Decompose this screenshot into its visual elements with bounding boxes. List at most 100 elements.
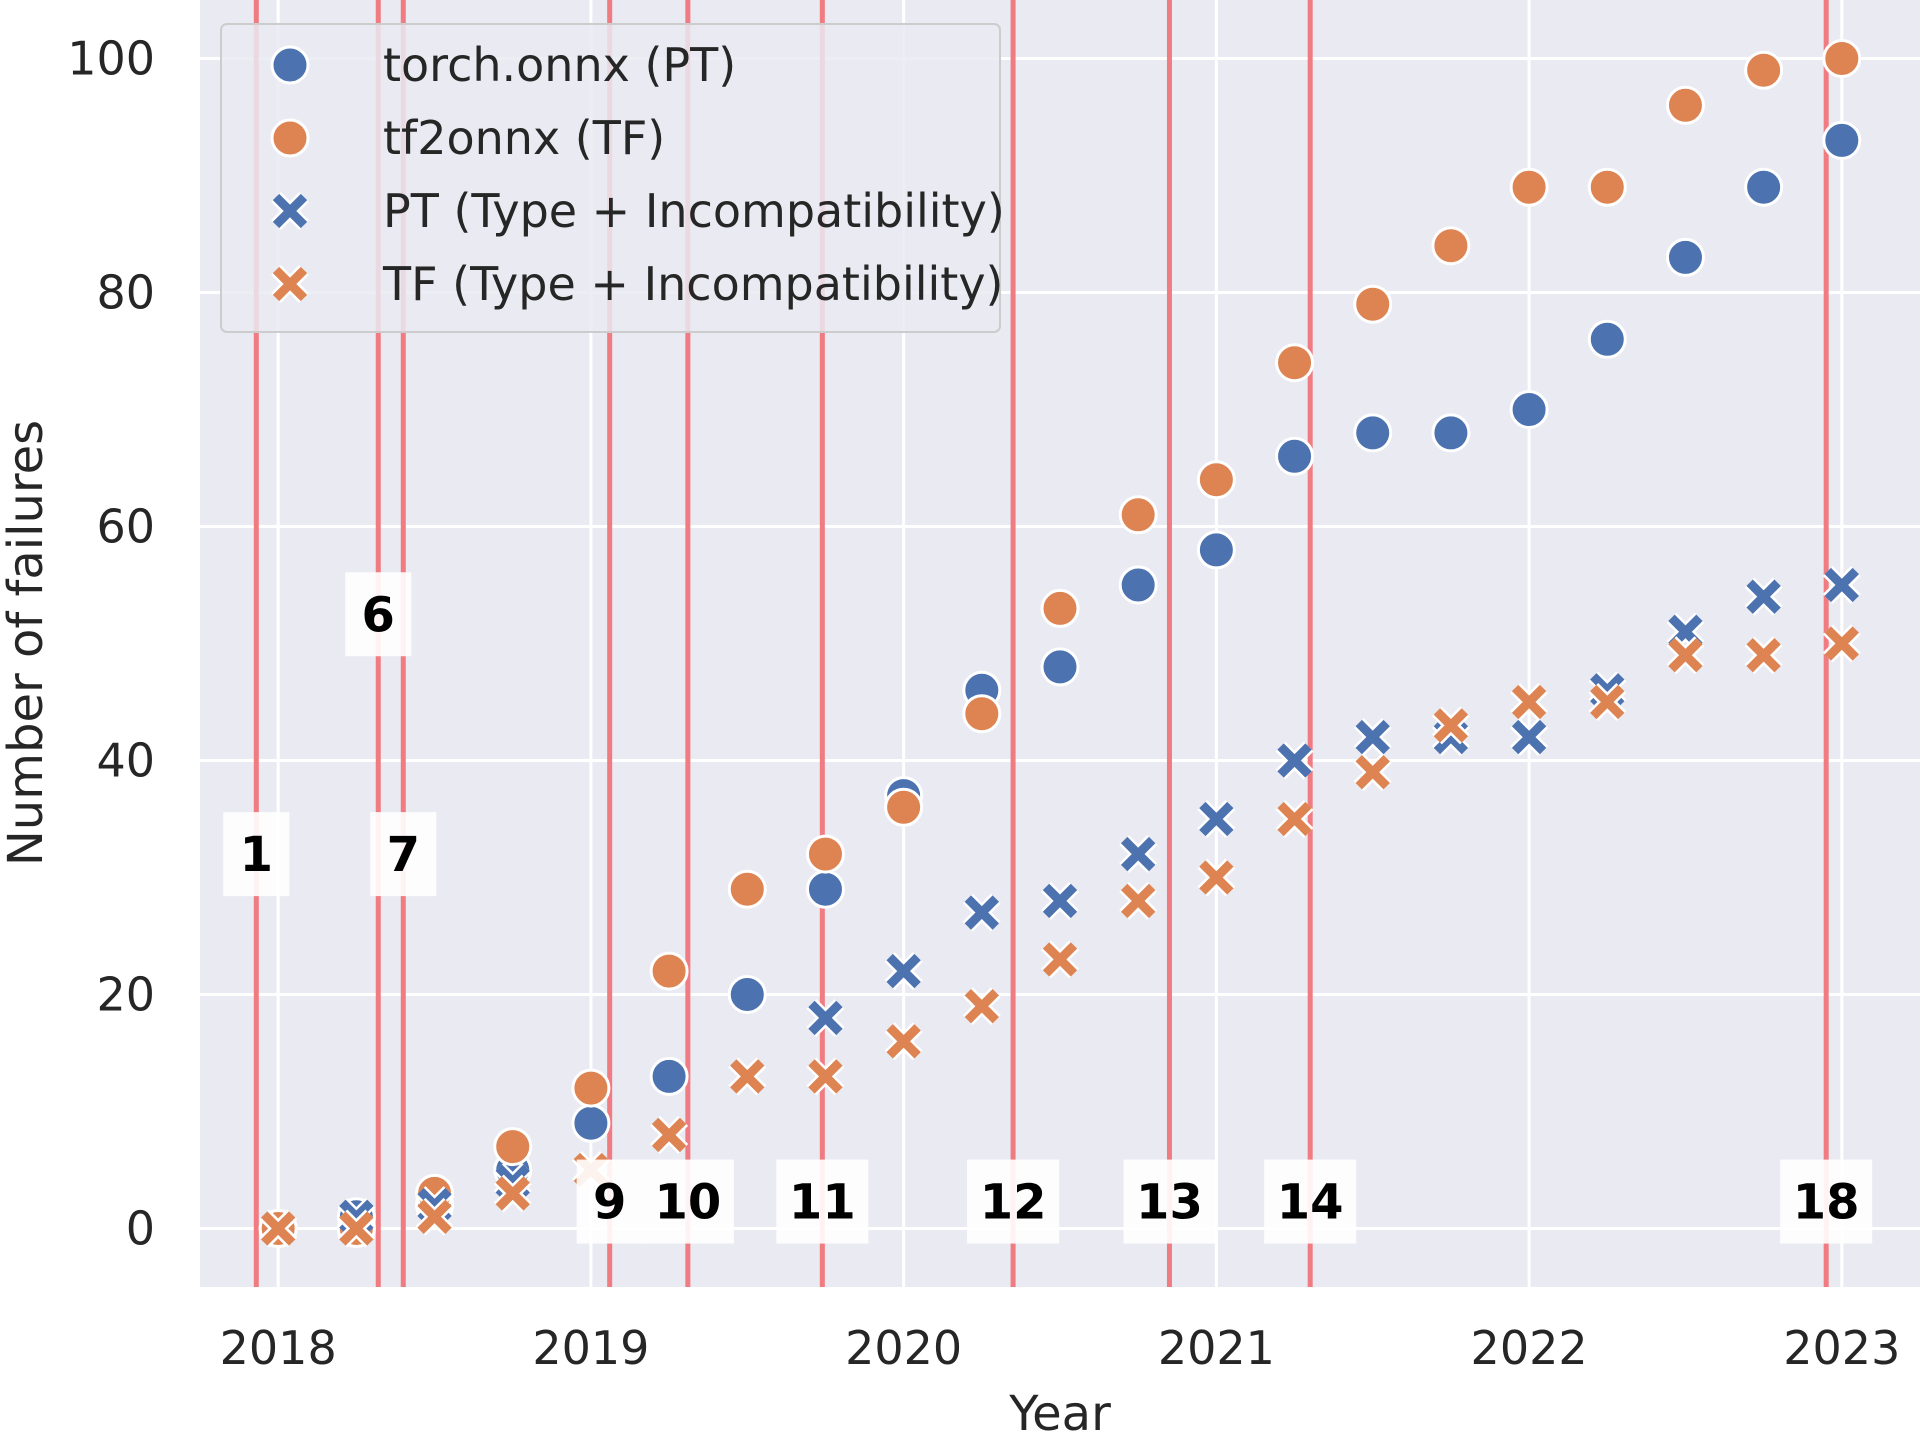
data-point [1822, 39, 1862, 78]
series-1 [258, 39, 1862, 1248]
data-point [1355, 719, 1390, 755]
x-tick-label: 2022 [1471, 1321, 1588, 1375]
release-label-box [223, 812, 290, 897]
data-point [1199, 801, 1234, 837]
release-label-box [576, 1159, 643, 1244]
release-label: 6 [362, 587, 395, 643]
data-point [805, 834, 845, 874]
data-point [1509, 390, 1549, 429]
data-point [1824, 567, 1860, 603]
data-point [1824, 626, 1860, 661]
release-label: 11 [789, 1175, 856, 1231]
data-point [1431, 413, 1471, 453]
data-point [727, 869, 767, 909]
release-label-box [1123, 1159, 1216, 1244]
release-label: 1 [240, 827, 273, 883]
data-point [649, 1056, 689, 1096]
data-point [1590, 684, 1625, 720]
axis-ticks: 2018 2019 2020 2021 2022 2023 0 20 40 60 80 100 [67, 32, 1900, 1376]
y-axis-title: Number of failures [0, 420, 54, 866]
data-point [651, 1117, 687, 1153]
y-tick-label: 100 [67, 32, 155, 86]
data-point [649, 951, 689, 991]
legend-label: PT (Type + Incompatibility) [383, 184, 1005, 238]
y-tick-label: 20 [96, 968, 155, 1022]
data-point [571, 1103, 611, 1143]
data-point [1277, 801, 1312, 837]
data-point [808, 1059, 843, 1094]
data-point [964, 989, 999, 1024]
data-point [1353, 284, 1393, 324]
legend-box [220, 23, 1001, 333]
release-label: 14 [1277, 1175, 1344, 1231]
data-point [1665, 85, 1705, 125]
release-label: 7 [387, 827, 420, 883]
data-point [1746, 579, 1781, 614]
release-labels: 1 6 7 9 10 11 12 13 14 18 [223, 572, 1873, 1244]
data-point [1353, 413, 1393, 453]
data-point [1277, 743, 1312, 778]
data-point [1665, 237, 1705, 277]
release-label-box [967, 1159, 1060, 1244]
data-point [808, 1000, 843, 1036]
legend-marker [270, 118, 310, 158]
data-point [886, 953, 921, 989]
data-point [1822, 120, 1862, 160]
y-tick-label: 0 [126, 1202, 155, 1256]
data-point [1746, 638, 1781, 673]
data-point [964, 895, 999, 930]
data-point [1587, 319, 1627, 359]
data-point [261, 1211, 296, 1246]
data-point [1433, 708, 1469, 743]
y-tick-label: 60 [96, 500, 155, 554]
release-label: 13 [1136, 1175, 1203, 1231]
data-point [1199, 860, 1234, 895]
release-label-box [776, 1159, 869, 1244]
data-point [886, 1024, 921, 1059]
data-point [1118, 565, 1158, 605]
release-label-box [370, 812, 437, 897]
data-point [884, 787, 924, 827]
data-point [1196, 530, 1236, 570]
legend-marker [272, 266, 308, 302]
data-point [1511, 719, 1547, 755]
release-label-box [1780, 1159, 1873, 1244]
release-label: 10 [654, 1175, 721, 1231]
data-point [417, 1199, 452, 1234]
data-point [962, 694, 1002, 734]
release-label-box [641, 1159, 734, 1244]
legend-label: TF (Type + Incompatibility) [382, 257, 1003, 311]
legend-marker [272, 193, 308, 229]
data-point [1042, 883, 1078, 919]
legend-label: torch.onnx (PT) [383, 38, 736, 92]
x-tick-label: 2021 [1158, 1321, 1275, 1375]
data-point [1040, 647, 1080, 687]
data-point [805, 869, 845, 909]
data-point [1668, 638, 1703, 673]
release-label: 9 [593, 1175, 626, 1231]
x-axis-title: Year [1008, 1386, 1111, 1440]
y-tick-label: 80 [96, 266, 155, 320]
x-tick-label: 2019 [532, 1321, 649, 1375]
data-point [495, 1176, 530, 1211]
data-point [493, 1127, 533, 1167]
data-point [1744, 167, 1784, 207]
legend-marker [270, 45, 310, 85]
data-point [730, 1059, 765, 1094]
x-tick-label: 2018 [220, 1321, 337, 1375]
data-point [1118, 495, 1158, 535]
data-point [1042, 942, 1078, 977]
data-point [339, 1211, 374, 1246]
data-point [1275, 436, 1315, 476]
x-tick-label: 2020 [845, 1321, 962, 1375]
y-tick-label: 40 [96, 734, 155, 788]
data-point [1511, 684, 1547, 720]
data-point [727, 975, 767, 1014]
data-point [1587, 167, 1627, 207]
x-tick-label: 2023 [1783, 1321, 1900, 1375]
data-point [1120, 883, 1156, 919]
release-label-box [345, 572, 412, 657]
release-label: 18 [1793, 1175, 1860, 1231]
data-point [1355, 755, 1390, 790]
